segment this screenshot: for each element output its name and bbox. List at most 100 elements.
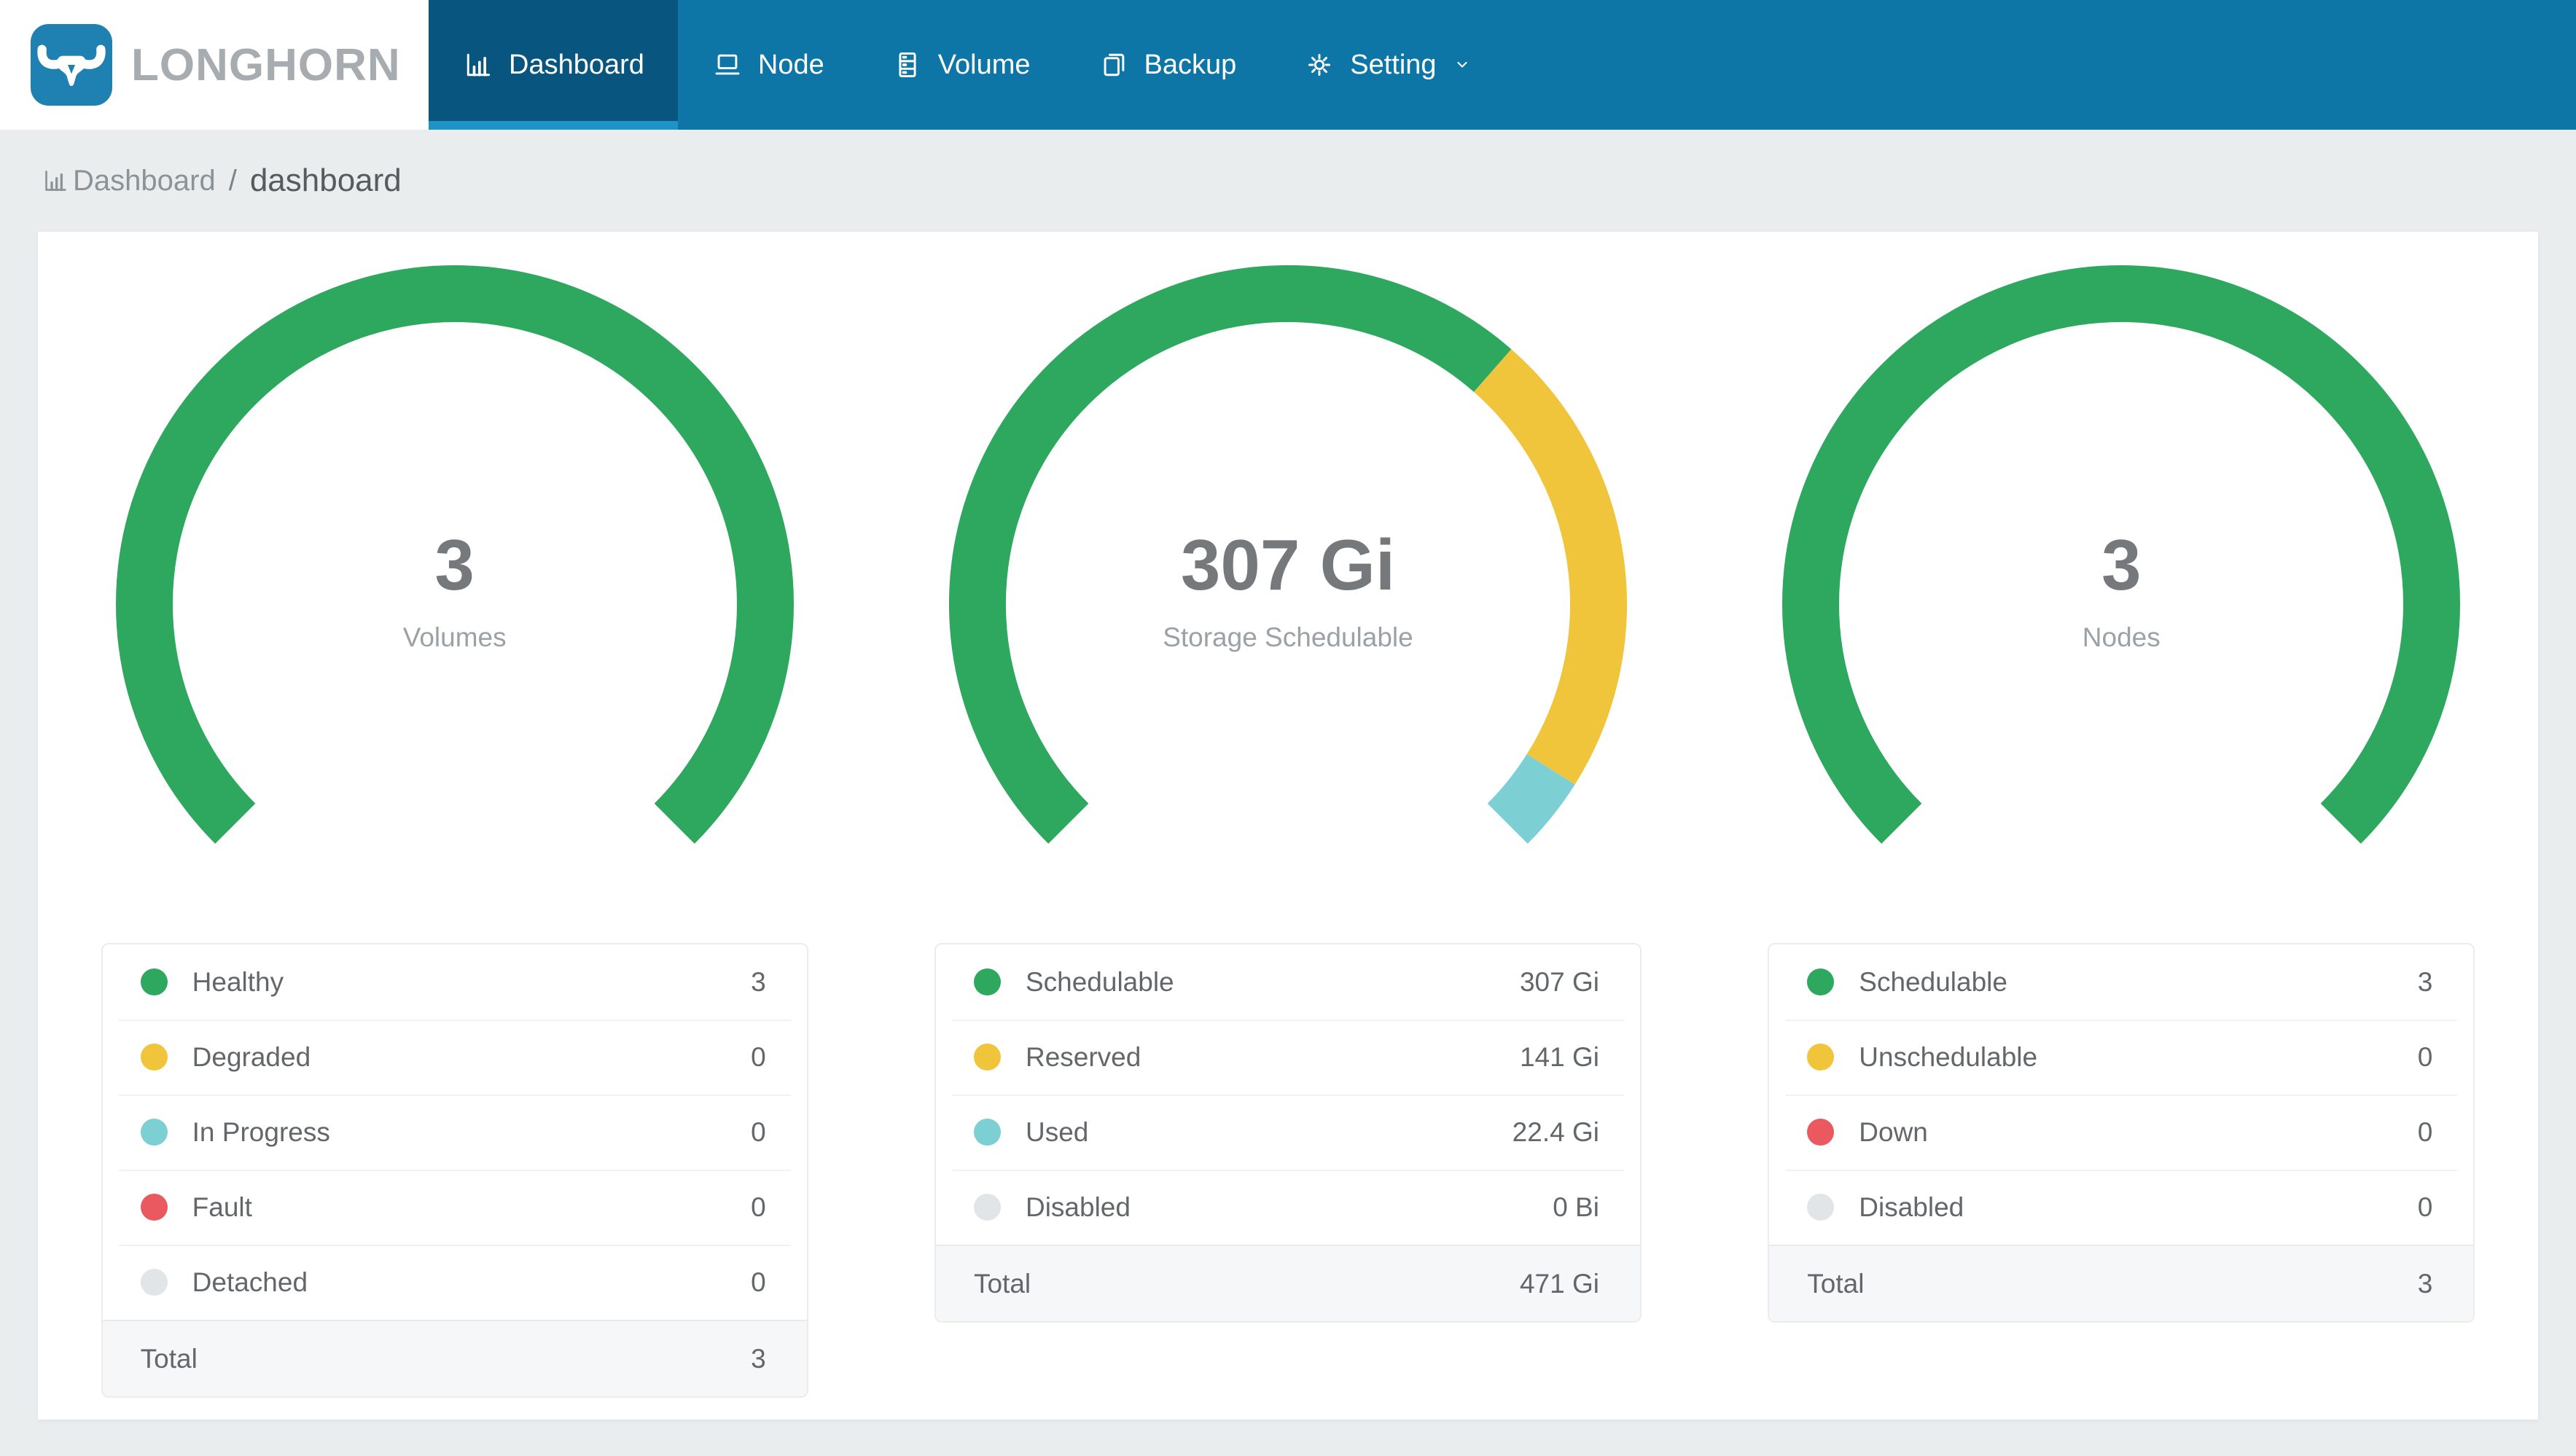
- gauge-ring: [115, 265, 794, 844]
- gauge-subtitle: Volumes: [402, 622, 507, 652]
- legend-row: Unschedulable 0: [1769, 1019, 2473, 1095]
- dashboard-card: 3 Volumes Healthy 3 Degraded 0 In Progress 0 Fau…: [38, 232, 2538, 1420]
- legend-label: Disabled: [1025, 1191, 1131, 1222]
- legend-row: Disabled 0: [1769, 1170, 2473, 1245]
- status-dot: [140, 1119, 168, 1146]
- legend-total-row: Total 3: [102, 1320, 807, 1396]
- legend-value: 3: [751, 966, 766, 997]
- gauge-value: 307 Gi: [1180, 525, 1396, 605]
- gauge-ring: [948, 265, 1627, 844]
- legend-table: Schedulable 3 Unschedulable 0 Down 0 Disabled 0…: [1768, 943, 2475, 1323]
- legend-label: Used: [1025, 1116, 1089, 1147]
- legend-value: 0: [751, 1041, 766, 1072]
- nav-item-volume[interactable]: Volume: [858, 0, 1064, 130]
- legend-value: 0: [2417, 1041, 2433, 1072]
- breadcrumb-root[interactable]: Dashboard: [73, 164, 216, 197]
- status-dot: [1807, 1119, 1835, 1146]
- gauge-segment: [1473, 349, 1627, 785]
- legend-total-row: Total 3: [1769, 1245, 2474, 1321]
- status-dot: [140, 968, 168, 995]
- nav-item-backup[interactable]: Backup: [1064, 0, 1271, 130]
- legend-label: Disabled: [1859, 1191, 1964, 1222]
- nav-label: Setting: [1350, 49, 1437, 80]
- gauge-center: 307 Gi Storage Schedulable: [949, 529, 1627, 651]
- legend-value: 3: [2417, 966, 2433, 997]
- gauge-center: 3 Nodes: [1782, 529, 2460, 651]
- legend-total-value: 471 Gi: [1519, 1268, 1599, 1299]
- breadcrumb: Dashboard / dashboard: [0, 130, 2576, 232]
- document-icon: [1104, 53, 1124, 77]
- gauge-subtitle: Storage Schedulable: [1163, 622, 1413, 652]
- gauge-segment: [948, 265, 1512, 844]
- nav-label: Volume: [937, 49, 1031, 80]
- status-dot: [1807, 1194, 1835, 1221]
- legend-row: Detached 0: [103, 1245, 807, 1320]
- legend-row: In Progress 0: [103, 1095, 807, 1170]
- gauge-value: 3: [2101, 525, 2142, 605]
- legend-row: Schedulable 3: [1769, 944, 2473, 1019]
- legend-value: 0 Bi: [1553, 1191, 1599, 1222]
- nav-item-dashboard[interactable]: Dashboard: [429, 0, 678, 130]
- legend-label: Schedulable: [1859, 966, 2007, 997]
- status-dot: [140, 1269, 168, 1296]
- status-dot: [973, 968, 1001, 995]
- nav-label: Backup: [1144, 49, 1237, 80]
- status-dot: [973, 1119, 1001, 1146]
- status-dot: [973, 1194, 1001, 1221]
- status-dot: [1807, 1044, 1835, 1071]
- legend-row: Healthy 3: [103, 944, 807, 1019]
- legend-label: Reserved: [1025, 1041, 1141, 1072]
- legend-label: Down: [1859, 1116, 1928, 1147]
- legend-label: Degraded: [192, 1041, 311, 1072]
- server-icon: [899, 52, 916, 78]
- breadcrumb-separator: /: [228, 164, 237, 197]
- legend-row: Down 0: [1769, 1095, 2473, 1170]
- legend-row: Used 22.4 Gi: [936, 1095, 1640, 1170]
- legend-row: Schedulable 307 Gi: [936, 944, 1640, 1019]
- laptop-icon: [715, 54, 740, 75]
- legend-label: Detached: [192, 1267, 308, 1297]
- legend-value: 0: [751, 1191, 766, 1222]
- legend-total-label: Total: [973, 1268, 1031, 1299]
- gauge-ring: [1782, 265, 2461, 844]
- legend-value: 0: [751, 1267, 766, 1297]
- gauge-column: 3 Volumes Healthy 3 Degraded 0 In Progress 0 Fau…: [38, 232, 871, 1398]
- legend-label: In Progress: [192, 1116, 330, 1147]
- bar-chart-icon: [45, 171, 66, 192]
- legend-table: Schedulable 307 Gi Reserved 141 Gi Used 22.4 …: [934, 943, 1642, 1323]
- legend-label: Healthy: [192, 966, 284, 997]
- gauge-column: 307 Gi Storage Schedulable Schedulable 307 …: [871, 232, 1704, 1323]
- legend-label: Unschedulable: [1859, 1041, 2038, 1072]
- legend-row: Disabled 0 Bi: [936, 1170, 1640, 1245]
- nav-item-node[interactable]: Node: [678, 0, 858, 130]
- status-dot: [1807, 968, 1835, 995]
- brand-name: LONGHORN: [131, 39, 401, 90]
- gauge-center: 3 Volumes: [116, 529, 794, 651]
- legend-value: 0: [2417, 1191, 2433, 1222]
- main-nav: Dashboard Node Volume: [429, 0, 2576, 130]
- legend-total-value: 3: [751, 1343, 766, 1374]
- legend-value: 141 Gi: [1519, 1041, 1599, 1072]
- legend-total-label: Total: [140, 1343, 198, 1374]
- nav-item-setting[interactable]: Setting: [1270, 0, 1506, 130]
- legend-total-value: 3: [2417, 1268, 2433, 1299]
- status-dot: [973, 1044, 1001, 1071]
- status-dot: [140, 1194, 168, 1221]
- legend-row: Fault 0: [103, 1170, 807, 1245]
- legend-row: Reserved 141 Gi: [936, 1019, 1640, 1095]
- legend-value: 22.4 Gi: [1512, 1116, 1599, 1147]
- legend-table: Healthy 3 Degraded 0 In Progress 0 Fault 0 Detac…: [101, 943, 808, 1398]
- legend-label: Schedulable: [1025, 966, 1174, 997]
- gauge-segment: [115, 265, 794, 844]
- bar-chart-icon: [467, 53, 491, 77]
- chevron-down-icon: [1456, 61, 1467, 68]
- longhorn-logo-icon: [31, 24, 112, 106]
- legend-value: 0: [2417, 1116, 2433, 1147]
- gauge: 307 Gi Storage Schedulable: [948, 265, 1627, 850]
- nav-label: Dashboard: [509, 49, 644, 80]
- logo[interactable]: LONGHORN: [0, 0, 429, 130]
- gauge-column: 3 Nodes Schedulable 3 Unschedulable 0 Down 0 Dis…: [1705, 232, 2538, 1323]
- legend-value: 0: [751, 1116, 766, 1147]
- legend-total-label: Total: [1807, 1268, 1865, 1299]
